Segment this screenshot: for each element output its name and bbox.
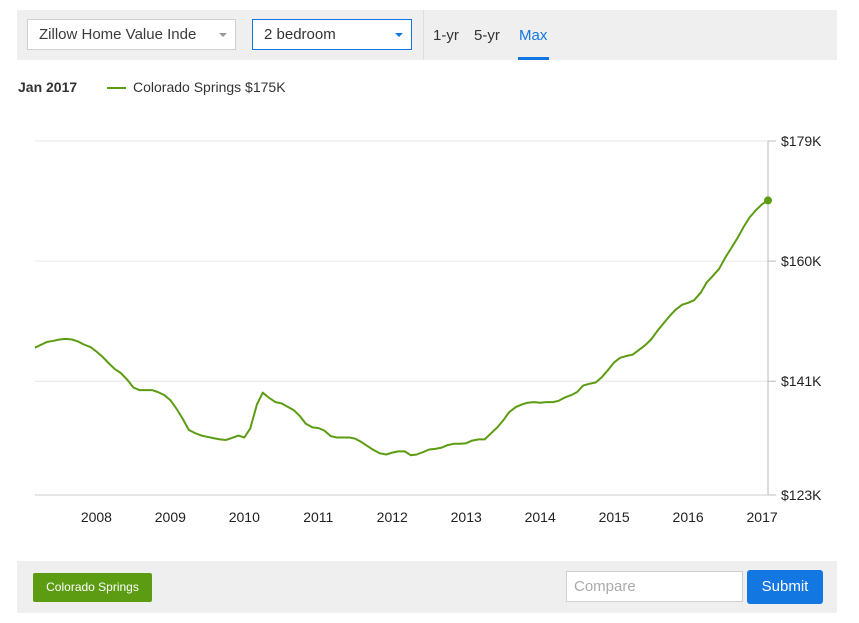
bedroom-select-value: 2 bedroom [264, 26, 336, 43]
range-1yr-tab[interactable]: 1-yr [433, 27, 459, 44]
active-range-indicator [518, 57, 549, 60]
series-endpoint [764, 196, 772, 205]
legend-series-label: Colorado Springs $175K [133, 79, 286, 95]
region-tag[interactable]: Colorado Springs [33, 573, 152, 602]
bedroom-select[interactable]: 2 bedroom [252, 19, 412, 50]
legend-date: Jan 2017 [18, 79, 78, 95]
series-line [34, 199, 769, 457]
x-tick-label: 2011 [303, 509, 333, 525]
x-tick-label: 2014 [525, 509, 556, 525]
x-tick-label: 2013 [451, 509, 482, 525]
submit-button[interactable]: Submit [747, 570, 823, 604]
compare-input[interactable] [566, 571, 743, 602]
y-tick-label: $160K [781, 253, 822, 269]
x-tick-label: 2012 [377, 509, 408, 525]
x-tick-label: 2015 [599, 509, 630, 525]
index-type-select[interactable]: Zillow Home Value Inde [27, 19, 236, 50]
x-tick-label: 2016 [673, 509, 704, 525]
x-tick-label: 2009 [155, 509, 186, 525]
y-tick-label: $141K [781, 373, 822, 389]
bottom-bar: Colorado Springs Submit [17, 561, 837, 613]
index-type-select-value: Zillow Home Value Inde [39, 26, 197, 43]
chevron-down-icon [219, 33, 227, 37]
x-tick-label: 2008 [81, 509, 112, 525]
x-tick-label: 2017 [747, 509, 778, 525]
range-5yr-tab[interactable]: 5-yr [474, 27, 500, 44]
toolbar-divider [423, 10, 424, 60]
chart-gridlines [35, 140, 776, 496]
line-chart: $123K $141K $160K $179K 2008 2009 2010 2011 201… [34, 133, 822, 525]
legend-swatch [107, 87, 126, 89]
x-axis-ticks: 2008 2009 2010 2011 2012 2013 2014 2015 2016 2017 [81, 509, 778, 525]
chart-series [34, 196, 772, 457]
y-tick-label: $123K [781, 487, 822, 503]
chevron-down-icon [395, 33, 403, 37]
x-tick-label: 2010 [229, 509, 260, 525]
y-axis-ticks: $123K $141K $160K $179K [781, 133, 822, 503]
range-max-tab[interactable]: Max [519, 27, 548, 44]
y-tick-label: $179K [781, 133, 822, 149]
toolbar: Zillow Home Value Inde 2 bedroom 1-yr 5-… [17, 10, 837, 60]
